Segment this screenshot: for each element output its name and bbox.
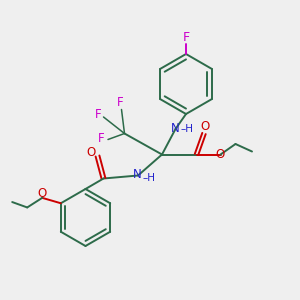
Text: O: O — [38, 187, 47, 200]
Text: –H: –H — [143, 173, 156, 184]
Text: –H: –H — [180, 124, 194, 134]
Text: N: N — [170, 122, 179, 136]
Text: F: F — [117, 96, 123, 110]
Text: F: F — [95, 107, 101, 121]
Text: O: O — [216, 148, 225, 161]
Text: O: O — [86, 146, 95, 159]
Text: O: O — [200, 120, 209, 134]
Text: F: F — [98, 131, 105, 145]
Text: F: F — [182, 31, 190, 44]
Text: N: N — [133, 167, 142, 181]
